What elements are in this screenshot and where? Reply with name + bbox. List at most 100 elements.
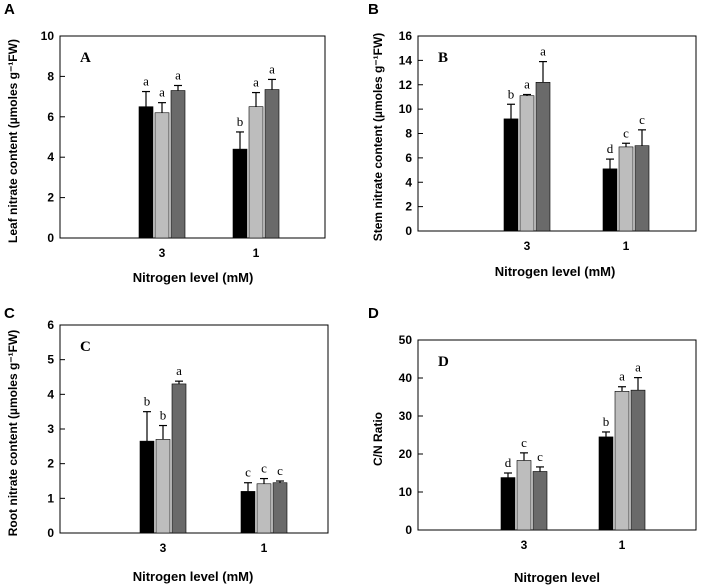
y-tick-label: 0 [405,523,412,537]
y-tick-label: 40 [399,371,413,385]
panel-label: C [4,305,15,322]
y-axis-title: Leaf nitrate content (µmoles g⁻¹FW) [6,39,20,243]
y-tick-label: 2 [47,457,54,471]
bar [503,118,519,232]
panel-inner-label: A [80,50,91,66]
bar [500,477,516,531]
x-category-label: 3 [521,538,528,552]
y-tick-label: 6 [47,110,54,124]
bar [232,148,248,239]
plot-frame [59,324,329,534]
panel-label: B [368,1,379,18]
significance-letter: a [524,77,530,92]
panel-label: D [368,305,379,322]
significance-letter: a [619,369,625,384]
x-axis-title: Nitrogen level (mM) [133,270,254,285]
significance-letter: c [639,112,645,127]
bar [532,471,548,531]
plot-frame [417,35,697,232]
y-tick-label: 10 [399,102,413,116]
bar [602,168,618,232]
significance-letter: c [623,125,629,140]
significance-letter: a [635,360,641,375]
bar [618,146,634,232]
y-tick-label: 6 [405,151,412,165]
significance-letter: a [253,75,259,90]
bar [614,390,630,531]
y-tick-label: 8 [47,69,54,83]
bar [248,106,264,239]
x-axis-title: Nitrogen level (mM) [133,569,254,584]
y-axis-title: Stem nitrate content (µmoles g⁻¹FW) [371,33,385,242]
significance-letter: b [508,86,515,101]
significance-letter: b [237,114,244,129]
significance-letter: d [607,141,614,156]
y-tick-label: 4 [47,387,54,401]
bar [155,439,171,534]
y-tick-label: 30 [399,409,413,423]
y-tick-label: 5 [47,353,54,367]
y-tick-label: 4 [405,175,412,189]
y-tick-label: 0 [405,224,412,238]
y-tick-label: 8 [405,127,412,141]
significance-letter: c [537,449,543,464]
y-tick-label: 2 [405,200,412,214]
significance-letter: a [143,74,149,89]
plot-frame [417,339,697,531]
y-tick-label: 14 [399,53,413,67]
bar [170,90,186,239]
x-category-label: 1 [261,541,268,555]
x-category-label: 3 [524,239,531,253]
significance-letter: a [269,61,275,76]
x-category-label: 1 [619,538,626,552]
x-category-label: 1 [623,239,630,253]
significance-letter: d [505,455,512,470]
panel-inner-label: D [438,354,449,370]
y-tick-label: 0 [47,526,54,540]
y-tick-label: 10 [399,485,413,499]
y-tick-label: 10 [41,29,55,43]
panel-label: A [4,1,15,18]
significance-letter: c [261,461,267,476]
significance-letter: a [175,67,181,82]
significance-letter: b [160,408,167,423]
y-tick-label: 2 [47,191,54,205]
bar [634,145,650,232]
bar [264,89,280,239]
significance-letter: b [603,414,610,429]
bar [154,112,170,239]
bar [272,482,288,534]
x-category-label: 1 [253,246,260,260]
x-axis-title: Nitrogen level (mM) [495,264,616,279]
bar [240,491,256,534]
x-axis-title: Nitrogen level [514,570,600,585]
significance-letter: c [277,463,283,478]
bar [256,483,272,534]
significance-letter: b [144,394,151,409]
significance-letter: a [540,44,546,59]
y-axis-title: Root nitrate content (µmoles g⁻¹FW) [6,330,20,537]
y-tick-label: 12 [399,78,413,92]
bar [171,383,187,534]
y-tick-label: 4 [47,150,54,164]
plot-frame [59,35,326,239]
significance-letter: a [159,85,165,100]
x-category-label: 3 [159,246,166,260]
y-tick-label: 6 [47,318,54,332]
bar [139,440,155,534]
panel-inner-label: B [438,50,448,66]
bar [519,95,535,232]
y-tick-label: 50 [399,333,413,347]
bar [516,460,532,531]
y-tick-label: 3 [47,422,54,436]
bar [598,436,614,531]
significance-letter: c [521,435,527,450]
y-tick-label: 16 [399,29,413,43]
significance-letter: c [245,465,251,480]
panel-inner-label: C [80,339,91,355]
